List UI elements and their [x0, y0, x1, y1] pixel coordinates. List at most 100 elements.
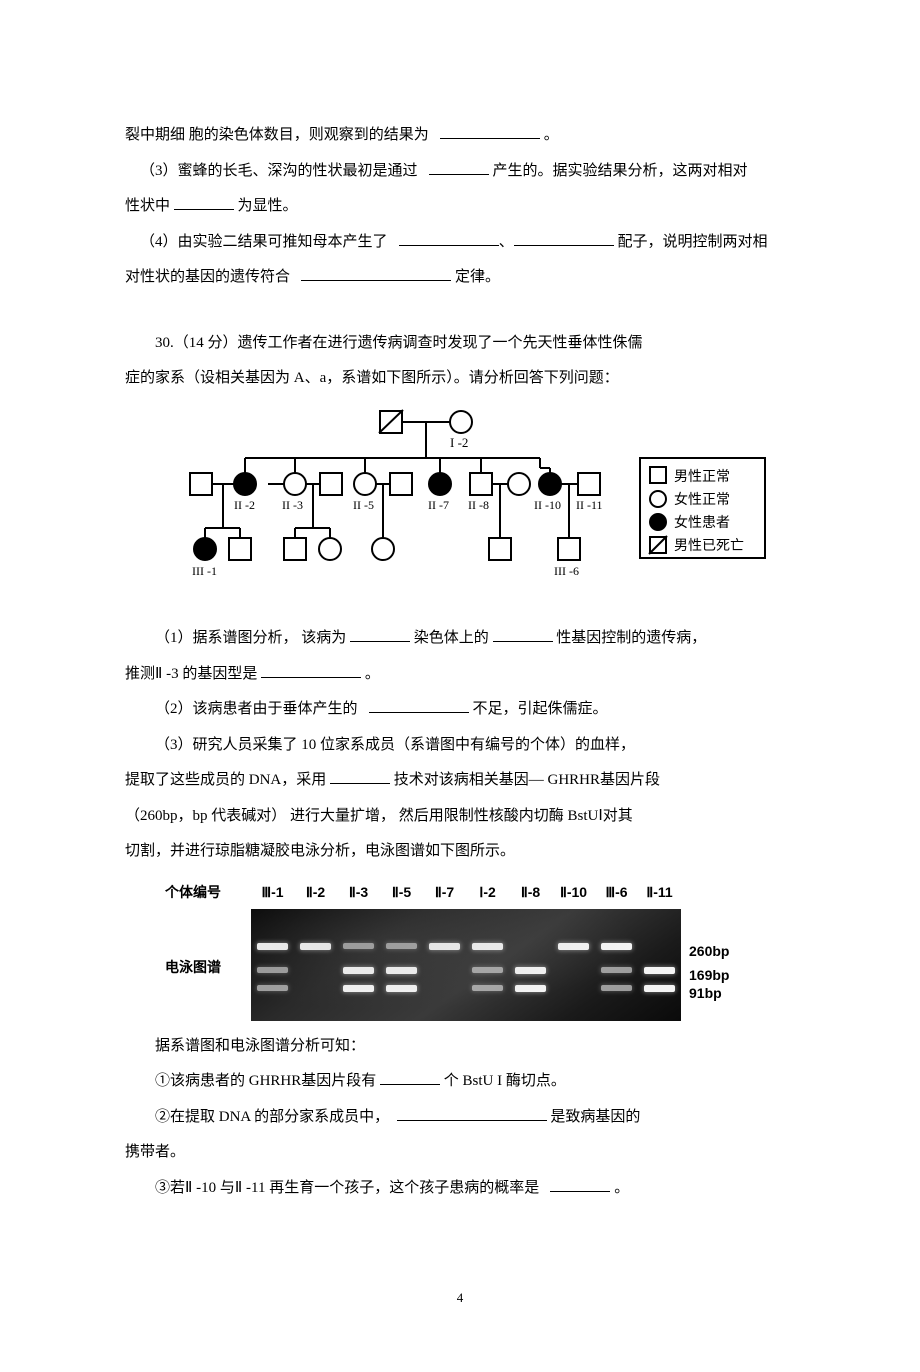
gel-lane	[509, 909, 552, 1021]
q30-concl1: ①该病患者的 GHRHR基因片段有 个 BstU I 酶切点。	[125, 1066, 795, 1098]
label-II2: II -2	[234, 498, 255, 512]
gel-col-header: Ⅱ-11	[638, 878, 681, 907]
gel-lane	[595, 909, 638, 1021]
gel-col-header: Ⅱ-2	[294, 878, 337, 907]
gel-band	[644, 967, 675, 974]
legend-male-dead: 男性已死亡	[674, 538, 744, 554]
blank	[493, 626, 553, 642]
legend-male-normal: 男性正常	[674, 469, 730, 485]
blank	[397, 1105, 547, 1121]
page: 裂中期细 胞的染色体数目，则观察到的结果为 。 （3）蜜蜂的长毛、深沟的性状最初…	[0, 0, 920, 1372]
text: ①该病患者的 GHRHR基因片段有	[155, 1073, 376, 1089]
q30-sub3c: （260bp，bp 代表碱对） 进行大量扩增， 然后用限制性核酸内切酶 BstU…	[125, 801, 795, 833]
pedigree-figure: I -2 II -2 II -3	[125, 403, 795, 616]
gel-band	[472, 943, 503, 950]
blank	[369, 697, 469, 713]
blank	[301, 265, 451, 281]
blank	[350, 626, 410, 642]
gel-figure: 个体编号 Ⅲ-1Ⅱ-2Ⅱ-3Ⅱ-5Ⅱ-7Ⅰ-2Ⅱ-8Ⅱ-10Ⅲ-6Ⅱ-11 电泳…	[165, 878, 795, 1021]
gel-band	[601, 967, 632, 973]
gel-band	[644, 985, 675, 992]
gap	[125, 298, 795, 328]
text: 。	[544, 127, 559, 143]
q30-concl2b: 携带者。	[125, 1137, 795, 1169]
gel-lane	[294, 909, 337, 1021]
q30-intro2: 症的家系（设相关基因为 A、a，系谱如下图所示）。请分析回答下列问题：	[125, 363, 795, 395]
legend-female-affected: 女性患者	[674, 514, 730, 531]
gel-lane	[466, 909, 509, 1021]
gel-col-header: Ⅱ-3	[337, 878, 380, 907]
gel-col-header: Ⅱ-8	[509, 878, 552, 907]
q30-concl3: ③若Ⅱ -10 与Ⅱ -11 再生育一个孩子，这个孩子患病的概率是 。	[125, 1173, 795, 1205]
label-II11: II -11	[576, 498, 603, 512]
gel-band	[386, 967, 417, 974]
text: （4）由实验二结果可推知母本产生了	[140, 234, 388, 250]
blank	[514, 230, 614, 246]
gel-band	[343, 967, 374, 974]
gel-image	[251, 909, 681, 1021]
gel-band	[558, 943, 589, 950]
gel-lane	[337, 909, 380, 1021]
gel-band	[257, 985, 288, 991]
q30-intro1: 30.（14 分）遗传工作者在进行遗传病调查时发现了一个先天性垂体性侏儒	[125, 328, 795, 360]
blank	[399, 230, 499, 246]
gel-lane	[380, 909, 423, 1021]
q30-sub2: （2）该病患者由于垂体产生的 不足，引起侏儒症。	[125, 694, 795, 726]
gel-col-header: Ⅱ-5	[380, 878, 423, 907]
label-III6: III -6	[554, 564, 579, 578]
blank	[261, 662, 361, 678]
pedigree-svg: I -2 II -2 II -3	[150, 403, 770, 603]
q29-line1: 裂中期细 胞的染色体数目，则观察到的结果为 。	[125, 120, 795, 152]
gel-col-header: Ⅲ-6	[595, 878, 638, 907]
gel-band	[257, 943, 288, 950]
label-II10: II -10	[534, 498, 561, 512]
text: 提取了这些成员的 DNA，采用	[125, 772, 326, 788]
q30-concl-intro: 据系谱图和电泳图谱分析可知：	[125, 1031, 795, 1063]
q30-sub1b: 推测Ⅱ -3 的基因型是 。	[125, 659, 795, 691]
label-II8: II -8	[468, 498, 489, 512]
gel-band	[300, 943, 331, 950]
gel-lane	[638, 909, 681, 1021]
gel-band	[472, 967, 503, 973]
q30-sub3a: （3）研究人员采集了 10 位家系成员（系谱图中有编号的个体）的血样，	[125, 730, 795, 762]
gel-band	[257, 967, 288, 973]
page-number: 4	[125, 1284, 795, 1311]
gel-band	[601, 943, 632, 950]
blank	[380, 1069, 440, 1085]
q30-concl2: ②在提取 DNA 的部分家系成员中， 是致病基因的	[125, 1102, 795, 1134]
gel-band	[515, 985, 546, 992]
gel-band	[343, 985, 374, 992]
gel-lane	[251, 909, 294, 1021]
text: 性状中	[125, 198, 170, 214]
label-II3: II -3	[282, 498, 303, 512]
gel-band	[515, 967, 546, 974]
text: 。	[614, 1180, 629, 1196]
text: 性基因控制的遗传病，	[556, 630, 706, 646]
text: 。	[365, 666, 380, 682]
gel-band	[343, 943, 374, 949]
q30-sub3b: 提取了这些成员的 DNA，采用 技术对该病相关基因— GHRHR基因片段	[125, 765, 795, 797]
gel-col-header: Ⅱ-7	[423, 878, 466, 907]
text: 染色体上的	[414, 630, 489, 646]
gel-header-label: 个体编号	[165, 878, 251, 907]
gel-band	[386, 943, 417, 949]
gel-band	[429, 943, 460, 950]
text: （1）据系谱图分析， 该病为	[155, 630, 346, 646]
text: 技术对该病相关基因— GHRHR基因片段	[394, 772, 660, 788]
q29-line3: 性状中 为显性。	[125, 191, 795, 223]
text: 不足，引起侏儒症。	[473, 701, 608, 717]
label-III1: III -1	[192, 564, 217, 578]
blank	[429, 159, 489, 175]
q29-line5: 对性状的基因的遗传符合 定律。	[125, 262, 795, 294]
q29-line2: （3）蜜蜂的长毛、深沟的性状最初是通过 产生的。据实验结果分析，这两对相对	[125, 156, 795, 188]
text: ③若Ⅱ -10 与Ⅱ -11 再生育一个孩子，这个孩子患病的概率是	[155, 1180, 539, 1196]
text: 为显性。	[238, 198, 298, 214]
label-II5: II -5	[353, 498, 374, 512]
gel-body: 电泳图谱 260bp 169bp 91bp	[165, 909, 795, 1021]
gel-lane	[423, 909, 466, 1021]
text: （3）蜜蜂的长毛、深沟的性状最初是通过	[140, 163, 418, 179]
q30-sub3d: 切割，并进行琼脂糖凝胶电泳分析，电泳图谱如下图所示。	[125, 836, 795, 868]
gel-col-header: Ⅲ-1	[251, 878, 294, 907]
text: 配子，说明控制两对相	[618, 234, 768, 250]
text: ②在提取 DNA 的部分家系成员中，	[155, 1109, 389, 1125]
